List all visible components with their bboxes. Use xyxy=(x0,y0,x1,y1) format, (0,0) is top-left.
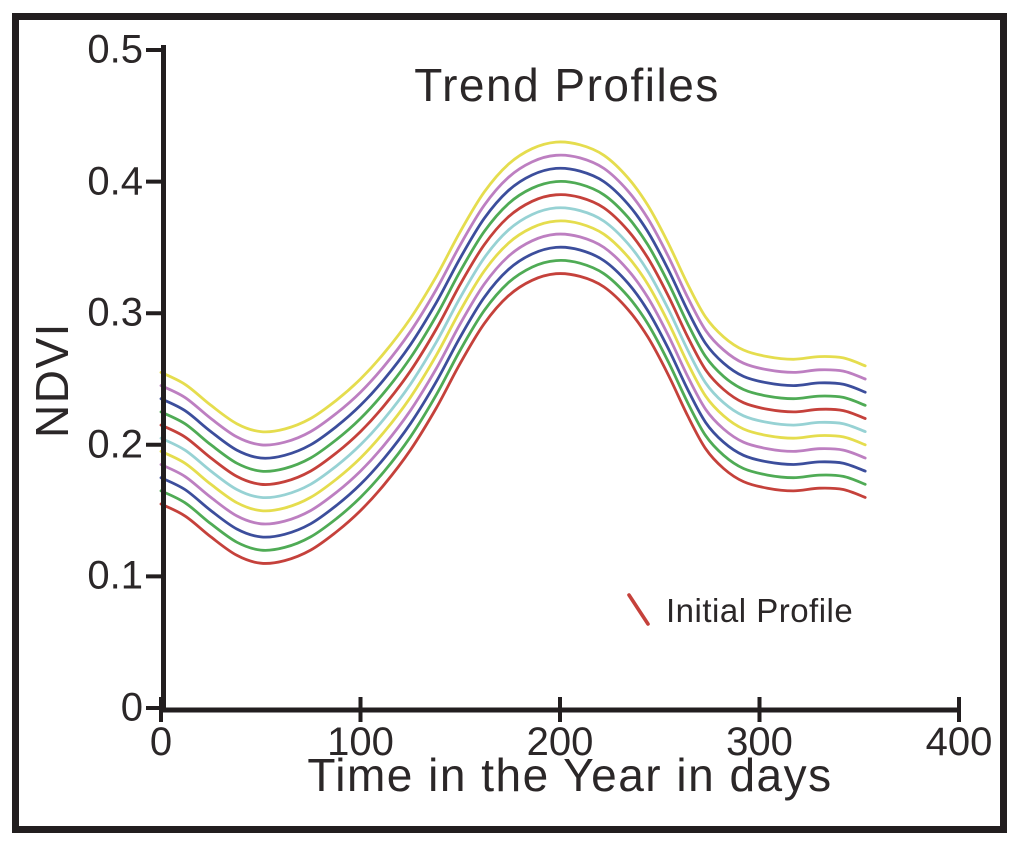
trend-profile-curve-6 xyxy=(159,193,867,486)
y-tick-label: 0.3 xyxy=(87,290,143,335)
x-tick-label: 300 xyxy=(726,720,793,764)
x-tick-label: 400 xyxy=(925,720,993,764)
trend-profile-curve-5 xyxy=(159,206,867,500)
trend-profile-curves xyxy=(159,140,867,565)
y-tick-label: 0.1 xyxy=(87,553,143,598)
y-tick-label: 0 xyxy=(120,685,143,730)
y-tick-label: 0.5 xyxy=(87,27,143,72)
trend-profile-curve-8 xyxy=(159,166,867,460)
y-tick-label: 0.2 xyxy=(87,422,143,467)
x-tick-label: 0 xyxy=(149,720,173,764)
initial-profile-curve xyxy=(159,272,867,565)
x-tick-label: 100 xyxy=(327,720,394,764)
trend-profile-curve-7 xyxy=(159,180,867,473)
trend-profile-curve-1 xyxy=(159,259,867,552)
x-axis-title: Time in the Year in days xyxy=(307,749,833,801)
trend-profile-curve-4 xyxy=(159,219,867,513)
axis-ticks xyxy=(146,48,961,722)
trend-profile-curve-9 xyxy=(159,153,867,447)
trend-profile-curve-10 xyxy=(159,140,867,434)
chart-title: Trend Profiles xyxy=(414,59,720,111)
y-tick-label: 0.4 xyxy=(87,159,143,204)
legend-label: Initial Profile xyxy=(666,592,854,629)
trend-profile-curve-2 xyxy=(159,245,867,539)
x-tick-label: 200 xyxy=(526,720,594,764)
trend-profile-curve-3 xyxy=(159,232,867,526)
y-axis-title: NDVI xyxy=(26,322,78,438)
legend-line-swatch xyxy=(627,593,650,626)
